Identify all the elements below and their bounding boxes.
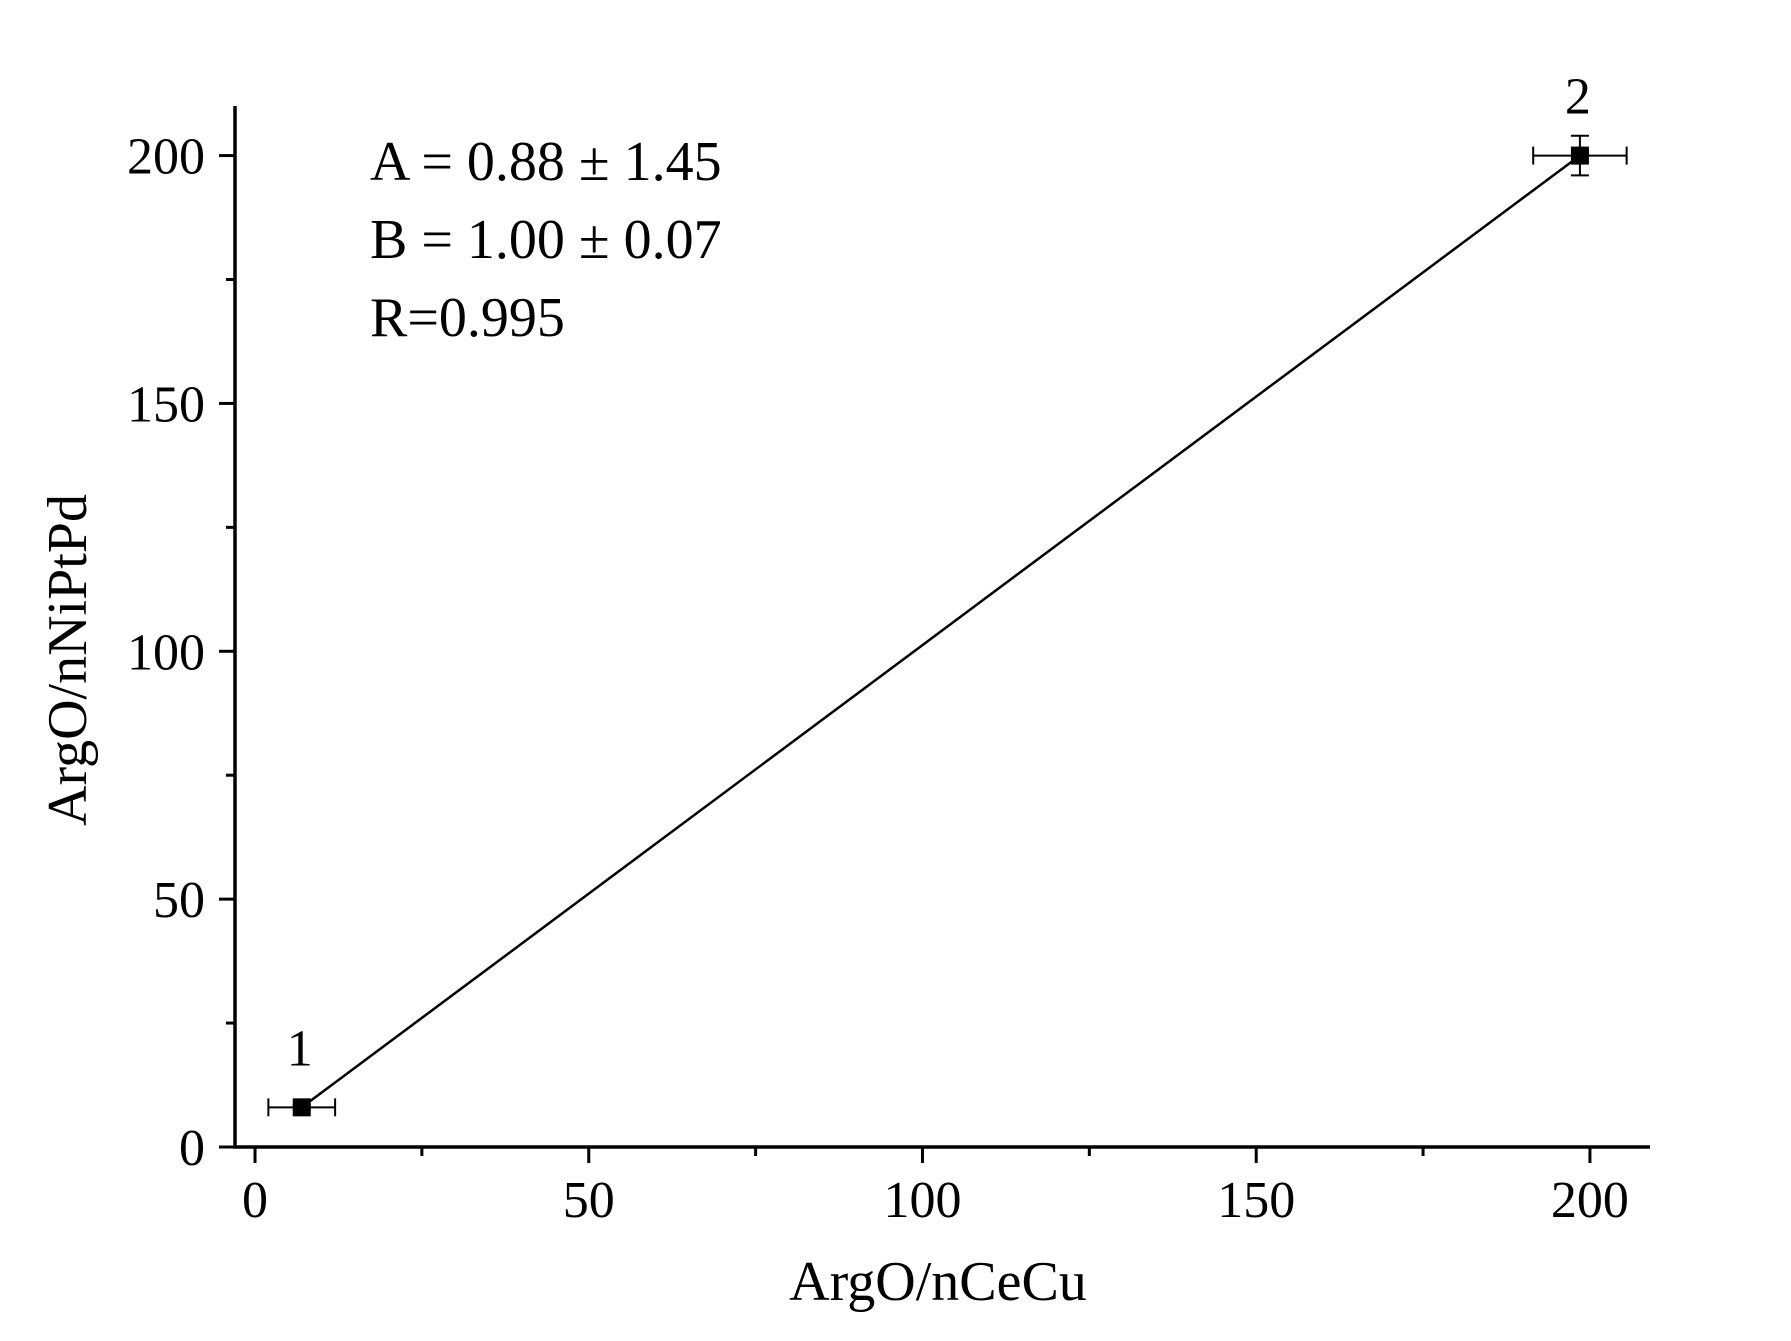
x-tick-label: 200: [1551, 1172, 1629, 1229]
fit-line: [300, 154, 1581, 1109]
annotation-r: R=0.995: [370, 287, 565, 349]
y-tick-label: 50: [153, 872, 205, 929]
x-tick-label: 0: [242, 1172, 268, 1229]
x-axis-title: ArgO/nCeCu: [789, 1251, 1087, 1313]
y-tick-label: 150: [127, 376, 205, 433]
ticks: 0 50 100 150 200 0 50 100 150 200: [127, 129, 1629, 1229]
x-tick-label: 100: [883, 1172, 961, 1229]
x-tick-label: 50: [563, 1172, 615, 1229]
point-label: 2: [1565, 69, 1591, 126]
data-points: 12: [267, 69, 1628, 1117]
x-tick-label: 150: [1217, 1172, 1295, 1229]
y-tick-label: 200: [127, 129, 205, 186]
point-label: 1: [287, 1020, 313, 1077]
annotation-a: A = 0.88 ± 1.45: [370, 131, 722, 193]
y-tick-label: 0: [179, 1120, 205, 1177]
y-tick-label: 100: [127, 624, 205, 681]
y-axis-title: ArgO/nNiPtPd: [37, 494, 99, 826]
annotation-b: B = 1.00 ± 0.07: [370, 209, 722, 271]
fit-line-group: [300, 154, 1581, 1109]
data-point-marker: [292, 1098, 311, 1117]
data-point-marker: [1570, 146, 1589, 165]
